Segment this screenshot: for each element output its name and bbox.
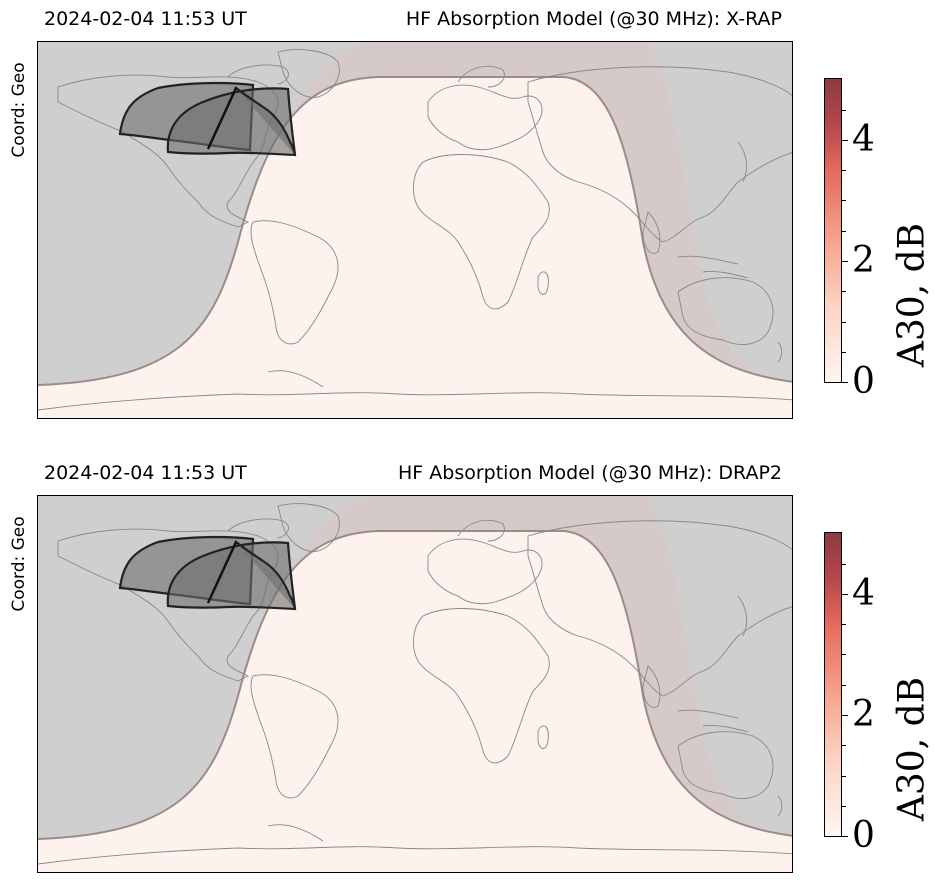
colorbar-tick-4 bbox=[842, 594, 848, 595]
world-map bbox=[37, 495, 793, 873]
colorbar-tick-label: 2 bbox=[852, 694, 875, 735]
timestamp: 2024-02-04 11:53 UT bbox=[44, 462, 247, 484]
panel-title: HF Absorption Model (@30 MHz): DRAP2 bbox=[398, 462, 782, 484]
colorbar-minor-tick bbox=[842, 200, 846, 201]
colorbar-minor-tick bbox=[842, 291, 846, 292]
panel-title: HF Absorption Model (@30 MHz): X-RAP bbox=[405, 8, 782, 30]
map-panel-xrap: 2024-02-04 11:53 UT HF Absorption Model … bbox=[0, 0, 934, 440]
colorbar-label: A30, dB bbox=[891, 222, 933, 368]
colorbar-minor-tick bbox=[842, 231, 846, 232]
colorbar-minor-tick bbox=[842, 352, 846, 353]
map-svg bbox=[38, 496, 792, 872]
colorbar-tick-label: 2 bbox=[852, 240, 875, 281]
colorbar-tick-2 bbox=[842, 715, 848, 716]
colorbar-label: A30, dB bbox=[891, 676, 933, 822]
colorbar-tick-label: 4 bbox=[852, 119, 875, 160]
colorbar bbox=[824, 78, 842, 383]
world-map bbox=[37, 41, 793, 419]
colorbar-minor-tick bbox=[842, 806, 846, 807]
colorbar-tick-2 bbox=[842, 261, 848, 262]
colorbar-tick-label: 4 bbox=[852, 573, 875, 614]
colorbar-minor-tick bbox=[842, 624, 846, 625]
coord-label: Coord: Geo bbox=[9, 62, 29, 158]
map-svg bbox=[38, 42, 792, 418]
colorbar-minor-tick bbox=[842, 776, 846, 777]
colorbar-minor-tick bbox=[842, 745, 846, 746]
colorbar-tick-0 bbox=[842, 382, 848, 383]
colorbar-tick-label: 0 bbox=[852, 361, 875, 402]
colorbar-minor-tick bbox=[842, 170, 846, 171]
colorbar-minor-tick bbox=[842, 654, 846, 655]
colorbar bbox=[824, 532, 842, 837]
timestamp: 2024-02-04 11:53 UT bbox=[44, 8, 247, 30]
colorbar-tick-label: 0 bbox=[852, 815, 875, 856]
colorbar-minor-tick bbox=[842, 564, 846, 565]
map-panel-drap2: 2024-02-04 11:53 UT HF Absorption Model … bbox=[0, 454, 934, 894]
colorbar-minor-tick bbox=[842, 685, 846, 686]
colorbar-minor-tick bbox=[842, 110, 846, 111]
colorbar-minor-tick bbox=[842, 322, 846, 323]
colorbar-tick-0 bbox=[842, 836, 848, 837]
coord-label: Coord: Geo bbox=[9, 516, 29, 612]
colorbar-tick-4 bbox=[842, 140, 848, 141]
